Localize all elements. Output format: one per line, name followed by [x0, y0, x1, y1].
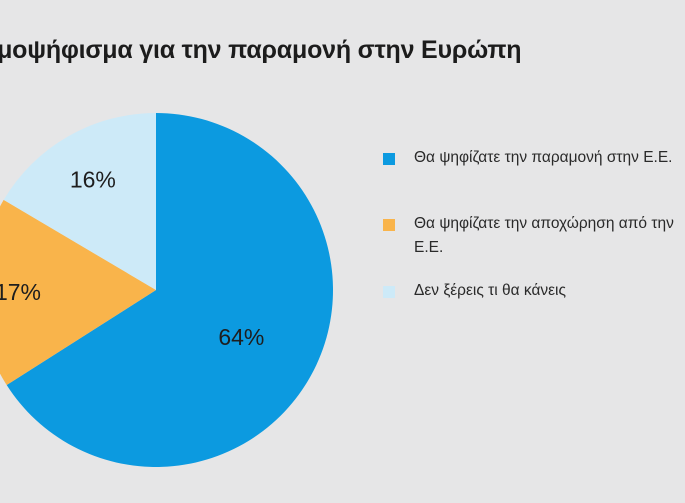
slice-remain [6, 113, 334, 468]
legend-swatch-remain [383, 153, 395, 165]
chart-title: ημοψήφισμα για την παραμονή στην Ευρώπη [0, 36, 522, 64]
slice-undecided [3, 113, 156, 290]
legend-label-leave: Θα ψηφίζατε την αποχώρηση από την Ε.Ε. [414, 215, 674, 256]
legend-swatch-undecided [383, 286, 395, 298]
legend-label-remain: Θα ψηφίζατε την παραμονή στην Ε.Ε. [414, 149, 673, 166]
slice-leave [0, 199, 156, 386]
legend-swatch-leave [383, 219, 395, 231]
legend-label-undecided: Δεν ξέρεις τι θα κάνεις [414, 282, 566, 299]
slice-label-undecided: 16% [70, 166, 116, 192]
slice-label-leave: 17% [0, 279, 41, 305]
slice-label-remain: 64% [218, 324, 264, 350]
